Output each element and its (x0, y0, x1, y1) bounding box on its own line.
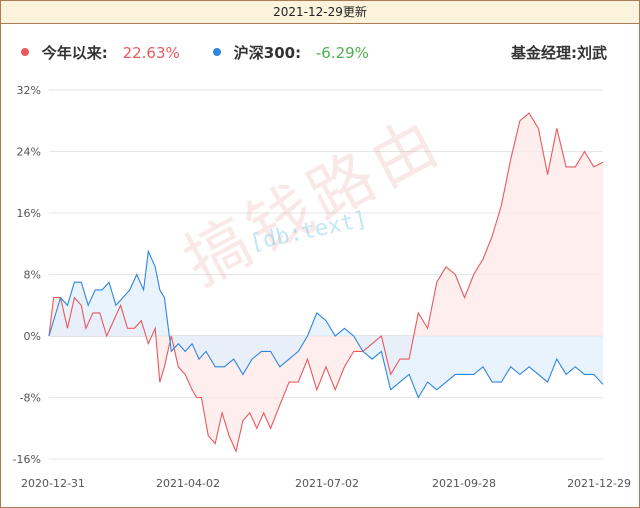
y-tick-label: -8% (20, 392, 41, 405)
x-tick-label: 2021-04-02 (156, 477, 220, 490)
index-area (49, 251, 603, 398)
legend: 今年以来: 22.63% 沪深300: -6.29% (1, 41, 639, 65)
fund-dot-icon (21, 47, 29, 56)
index-series-line (48, 249, 604, 399)
fund-series-line (48, 112, 604, 454)
fund-label: 今年以来: (41, 44, 108, 62)
legend-item-index[interactable]: 沪深300: -6.29% (213, 41, 369, 65)
x-tick-label: 2021-09-28 (432, 477, 496, 490)
update-date-bar: 2021-12-29更新 (1, 1, 639, 24)
index-dot-icon (213, 47, 221, 56)
fund-area (49, 113, 603, 452)
y-tick-label: 8% (24, 269, 41, 282)
update-date: 2021-12-29更新 (273, 5, 367, 19)
x-tick-label: 2021-12-29 (567, 477, 631, 490)
y-tick-label: 16% (17, 207, 41, 220)
y-tick-label: -16% (13, 453, 41, 466)
index-return-value: -6.29% (315, 44, 369, 62)
legend-item-fund[interactable]: 今年以来: 22.63% (21, 41, 180, 65)
y-tick-label: 32% (17, 84, 41, 97)
y-tick-label: 0% (24, 330, 41, 343)
x-tick-label: 2021-07-02 (295, 477, 359, 490)
fund-manager: 基金经理:刘武 (511, 44, 607, 62)
fund-return-value: 22.63% (122, 44, 180, 62)
index-label: 沪深300: (233, 44, 302, 62)
y-tick-label: 24% (17, 146, 41, 159)
x-tick-label: 2020-12-31 (21, 477, 85, 490)
